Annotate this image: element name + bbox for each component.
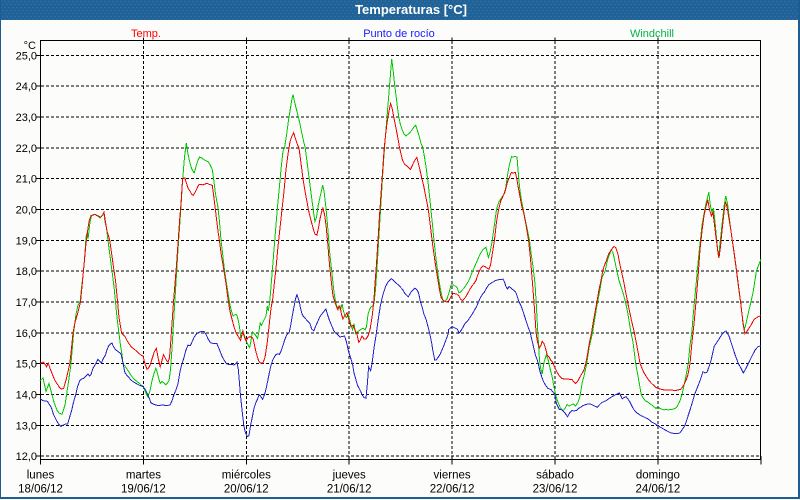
svg-text:22,0: 22,0	[16, 143, 37, 155]
svg-text:jueves: jueves	[332, 470, 366, 482]
svg-text:viernes: viernes	[434, 470, 471, 482]
svg-text:24/06/12: 24/06/12	[636, 484, 681, 496]
svg-text:lunes: lunes	[27, 470, 55, 482]
svg-text:sábado: sábado	[536, 470, 574, 482]
svg-text:21,0: 21,0	[16, 174, 37, 186]
svg-text:13,0: 13,0	[16, 420, 37, 432]
svg-text:24,0: 24,0	[16, 81, 37, 93]
svg-text:martes: martes	[126, 470, 161, 482]
svg-text:miércoles: miércoles	[222, 470, 271, 482]
svg-text:°C: °C	[24, 40, 36, 52]
svg-text:18/06/12: 18/06/12	[18, 484, 63, 496]
svg-text:Punto de rocío: Punto de rocío	[363, 28, 435, 40]
svg-text:22/06/12: 22/06/12	[430, 484, 475, 496]
svg-text:20/06/12: 20/06/12	[224, 484, 269, 496]
svg-text:Temp.: Temp.	[131, 28, 161, 40]
svg-text:25,0: 25,0	[16, 50, 37, 62]
svg-text:23/06/12: 23/06/12	[533, 484, 578, 496]
svg-text:19,0: 19,0	[16, 235, 37, 247]
svg-text:15,0: 15,0	[16, 359, 37, 371]
svg-text:domingo: domingo	[636, 470, 680, 482]
svg-text:14,0: 14,0	[16, 390, 37, 402]
svg-text:20,0: 20,0	[16, 205, 37, 217]
svg-text:18,0: 18,0	[16, 266, 37, 278]
svg-text:12,0: 12,0	[16, 451, 37, 463]
svg-text:23,0: 23,0	[16, 112, 37, 124]
svg-text:19/06/12: 19/06/12	[121, 484, 166, 496]
svg-text:16,0: 16,0	[16, 328, 37, 340]
svg-text:21/06/12: 21/06/12	[327, 484, 372, 496]
svg-text:Windchill: Windchill	[630, 28, 674, 40]
svg-text:17,0: 17,0	[16, 297, 37, 309]
